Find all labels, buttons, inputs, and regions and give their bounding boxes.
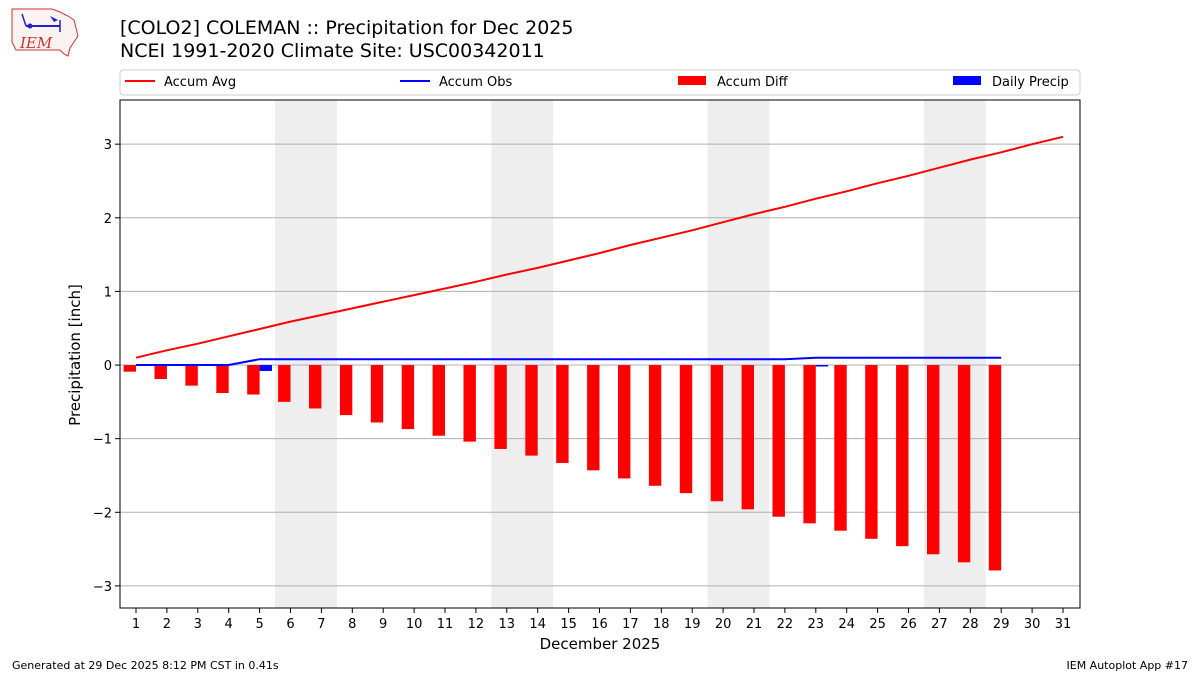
x-tick-label: 31 — [1055, 617, 1072, 632]
x-tick-label: 7 — [317, 617, 325, 632]
x-tick-label: 3 — [194, 617, 202, 632]
diff-bar — [309, 365, 322, 409]
diff-bar — [556, 365, 569, 463]
y-tick-label: −3 — [93, 580, 112, 595]
diff-bar — [679, 365, 693, 494]
x-tick-label: 13 — [499, 617, 516, 632]
diff-bar — [216, 365, 229, 394]
diff-bar — [803, 365, 816, 524]
x-tick-label: 30 — [1024, 617, 1041, 632]
x-axis-label: December 2025 — [540, 635, 661, 653]
y-tick-label: 2 — [104, 212, 112, 227]
y-tick-label: 1 — [104, 285, 112, 300]
diff-bar — [710, 365, 724, 502]
weekend-shade — [275, 100, 337, 608]
x-tick-label: 23 — [808, 617, 825, 632]
legend-item-daily-precip: Daily Precip — [992, 75, 1069, 90]
diff-bar — [370, 365, 384, 423]
diff-bar — [339, 365, 353, 416]
diff-bar — [957, 365, 971, 563]
diff-bar — [463, 365, 476, 442]
diff-bar — [401, 365, 415, 430]
x-tick-label: 22 — [777, 617, 794, 632]
x-tick-label: 9 — [379, 617, 387, 632]
diff-bar — [278, 365, 291, 402]
x-tick-label: 14 — [529, 617, 546, 632]
diff-bar — [927, 365, 940, 555]
diff-bar — [123, 365, 136, 372]
weekend-shade — [491, 100, 554, 608]
legend-item-accum-avg: Accum Avg — [164, 75, 236, 90]
diff-bar — [896, 365, 909, 547]
diff-bar — [865, 365, 878, 539]
chart-title-line1: [COLO2] COLEMAN :: Precipitation for Dec… — [120, 17, 574, 39]
svg-text:IEM: IEM — [19, 34, 53, 52]
x-tick-label: 10 — [406, 617, 423, 632]
x-tick-label: 27 — [931, 617, 948, 632]
diff-bar — [247, 365, 260, 395]
x-tick-label: 17 — [622, 617, 639, 632]
x-tick-label: 5 — [255, 617, 263, 632]
iem-logo-icon: IEM — [11, 8, 79, 57]
y-tick-label: −1 — [93, 433, 112, 448]
x-tick-label: 25 — [869, 617, 886, 632]
y-tick-label: −2 — [93, 506, 112, 521]
x-tick-label: 24 — [838, 617, 855, 632]
chart-title-line2: NCEI 1991-2020 Climate Site: USC00342011 — [120, 40, 545, 62]
x-tick-label: 20 — [715, 617, 732, 632]
x-tick-label: 11 — [437, 617, 454, 632]
diff-bar — [525, 365, 538, 456]
diff-bar — [772, 365, 785, 517]
diff-bar — [432, 365, 445, 436]
generated-timestamp: Generated at 29 Dec 2025 8:12 PM CST in … — [12, 659, 279, 672]
app-id-label: IEM Autoplot App #17 — [1066, 659, 1189, 672]
x-tick-label: 28 — [962, 617, 979, 632]
x-tick-label: 8 — [348, 617, 356, 632]
legend-item-daily-precip-swatch — [953, 76, 981, 85]
legend-box — [119, 69, 1081, 96]
diff-bar — [587, 365, 600, 471]
x-tick-label: 21 — [746, 617, 763, 632]
accum-avg-line — [135, 135, 1064, 359]
x-tick-label: 16 — [591, 617, 608, 632]
legend: Accum Avg Accum Obs Accum Diff Daily Precip — [119, 69, 1081, 96]
daily-precip-bar — [259, 365, 272, 371]
x-tick-label: 18 — [653, 617, 670, 632]
diff-bar — [494, 365, 507, 449]
x-tick-label: 26 — [900, 617, 917, 632]
x-tick-label: 12 — [468, 617, 485, 632]
y-axis-label: Precipitation [inch] — [66, 284, 84, 426]
diff-bar — [185, 365, 198, 386]
weekend-shade — [707, 100, 770, 608]
y-tick-label: 0 — [104, 359, 112, 374]
x-tick-label: 15 — [560, 617, 577, 632]
diff-bar — [741, 365, 754, 510]
x-tick-label: 4 — [225, 617, 233, 632]
y-tick-label: 3 — [104, 138, 112, 153]
diff-bar — [834, 365, 847, 531]
x-tick-label: 2 — [163, 617, 171, 632]
x-tick-label: 6 — [286, 617, 294, 632]
x-tick-label: 19 — [684, 617, 701, 632]
legend-item-accum-diff-swatch — [678, 76, 706, 85]
legend-item-accum-diff: Accum Diff — [717, 75, 789, 90]
diff-bar — [154, 365, 167, 380]
diff-bar — [988, 365, 1002, 571]
diff-bar — [648, 365, 662, 486]
x-tick-label: 29 — [993, 617, 1010, 632]
legend-item-accum-obs: Accum Obs — [439, 75, 512, 90]
x-tick-label: 1 — [132, 617, 140, 632]
daily-precip-bar — [815, 365, 829, 367]
diff-bar — [618, 365, 631, 479]
accum-obs-line — [136, 356, 1002, 366]
